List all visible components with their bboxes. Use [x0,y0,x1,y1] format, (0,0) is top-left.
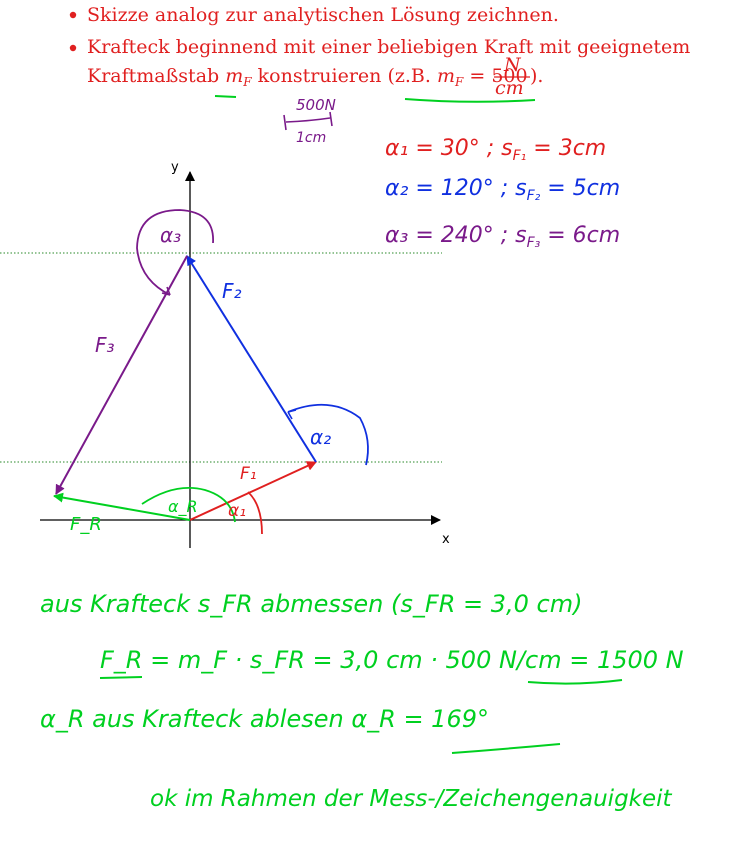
scale-note-top: 500N [296,96,336,114]
note-2: F_R = m_F · s_FR = 3,0 cm · 500 N/cm = 1… [100,646,684,674]
bullet-2-eq: = 500 [463,65,527,87]
bullet-2-part-b: konstruieren (z.B. [252,65,437,87]
bullet-2-line2: Kraftmaßstab mF konstruieren (z.B. mF = … [87,65,528,89]
bullet-2-part-a: Kraftmaßstab [87,65,225,87]
underline-mf-example [404,98,536,103]
fraction-numerator: N [503,54,522,76]
label-fr: F_R [70,514,102,535]
arc-alpha3 [136,209,214,296]
label-alpha1: α₁ [228,501,246,521]
arc-alpha2 [287,403,369,466]
angle-line-3: α₃ = 240° ; sF₃ = 6cm [385,223,620,251]
angle-line-3-alpha: α₃ = 240° ; s [385,223,527,248]
underline-result-fr [527,679,623,685]
label-f3: F₃ [95,333,115,357]
fraction-denominator: cm [495,77,524,99]
angle-line-1: α₁ = 30° ; sF₁ = 3cm [385,136,606,164]
underline-mf [214,95,237,98]
bullet-dot-1 [69,11,77,19]
scale-bar [283,111,333,131]
scale-note-bottom: 1cm [296,130,326,146]
bullet-2-part-c: ). [530,65,543,87]
vector-f3 [55,255,188,495]
angle-line-3-rest: = 6cm [540,223,620,248]
note-4: ok im Rahmen der Mess-/Zeichengenauigkei… [150,786,673,812]
underline-fr [99,676,143,679]
angle-line-2-sub: F₂ [527,188,541,204]
label-alphar: α_R [168,497,198,517]
angle-line-2-rest: = 5cm [540,176,620,201]
note-3: α_R aus Krafteck ablesen α_R = 169° [40,705,489,733]
label-alpha2: α₂ [310,425,331,449]
x-axis-label: x [442,532,450,547]
label-f2: F₂ [222,279,242,303]
arc-alpha3-tip [161,286,171,296]
vector-f2 [186,255,317,463]
vector-fr [53,492,191,521]
arc-alpha1 [247,491,263,535]
underline-alphar [451,743,561,754]
label-f1: F₁ [240,464,257,484]
angle-line-1-sub: F₁ [513,148,527,164]
vector-f1 [189,461,317,521]
y-axis-label: y [171,160,179,175]
mf-var: m [225,65,243,87]
angle-line-1-rest: = 3cm [526,136,606,161]
mf-var-2: m [437,65,455,87]
arc-alpha2-tip [287,409,297,420]
note-1: aus Krafteck s_FR abmessen (s_FR = 3,0 c… [40,590,582,618]
bullet-dot-2 [69,44,77,52]
angle-line-2: α₂ = 120° ; sF₂ = 5cm [385,176,620,204]
angle-line-3-sub: F₃ [527,235,541,251]
arc-alphar [141,487,236,523]
bullet-1-text: Skizze analog zur analytischen Lösung ze… [87,4,559,26]
label-alpha3: α₃ [160,223,181,247]
angle-line-2-alpha: α₂ = 120° ; s [385,176,527,201]
mf-sub-2: F [454,75,464,89]
angle-line-1-alpha: α₁ = 30° ; s [385,136,513,161]
mf-sub: F [242,75,252,89]
bullet-2-line1: Krafteck beginnend mit einer beliebigen … [87,36,690,58]
